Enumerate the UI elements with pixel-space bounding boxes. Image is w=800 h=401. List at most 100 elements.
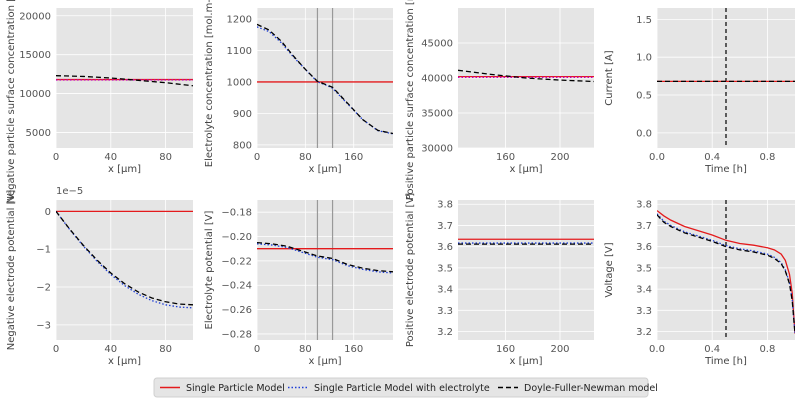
series-dfn (257, 23, 393, 135)
x-tick-label: 80 (299, 344, 312, 355)
plot-area (56, 200, 193, 340)
x-tick-label: 0 (254, 152, 260, 163)
y-tick-label: 30000 (421, 144, 453, 155)
legend-label: Single Particle Model with electrolyte (314, 383, 490, 394)
y-tick-label: 800 (233, 140, 252, 151)
y-tick-label: 3.6 (437, 242, 453, 253)
x-tick-label: 80 (159, 152, 172, 163)
y-tick-label: 0.0 (636, 128, 652, 139)
series-spme (56, 210, 193, 309)
y-axis-label: Electrolyte concentration [mol.m-3] (204, 0, 215, 167)
y-axis-label: Voltage [V] (604, 242, 615, 297)
x-tick-label: 80 (159, 344, 172, 355)
x-tick-label: 200 (550, 344, 569, 355)
y-tick-label: 3.3 (437, 306, 453, 317)
y-tick-label: 3.4 (636, 285, 652, 296)
y-tick-label: 5000 (26, 128, 51, 139)
x-tick-label: 0.0 (649, 344, 665, 355)
series-dfn (657, 214, 795, 334)
plot-marks (56, 75, 193, 87)
series-dfn (56, 210, 193, 306)
x-axis-label: Time [h] (704, 164, 747, 175)
y-tick-label: 3.2 (636, 327, 652, 338)
plot-marks (56, 210, 193, 309)
legend-box (153, 377, 649, 398)
y-tick-label: −0.18 (221, 208, 252, 219)
y-tick-label: 1000 (227, 77, 252, 88)
y-axis-label: Electrolyte potential [V] (204, 210, 215, 329)
x-axis-label: x [μm] (108, 356, 141, 367)
x-tick-label: 40 (104, 152, 117, 163)
x-tick-label: 200 (550, 152, 569, 163)
y-tick-label: 3.8 (636, 200, 652, 211)
y-tick-label: 3.3 (636, 306, 652, 317)
panel-current: 0.0 0.4 0.8 0.0 0.5 1.0 1.5 Time [h] Current [A] (604, 8, 795, 175)
y-tick-label: 45000 (421, 39, 453, 50)
y-tick-label: 10000 (19, 89, 51, 100)
y-tick-label: −0.20 (221, 232, 252, 243)
panel-neg-surface-conc: 0 40 80 5000 10000 15000 20000 x [μm] Negative p… (6, 0, 193, 203)
series-spme (657, 213, 795, 334)
y-tick-label: 3.5 (437, 263, 453, 274)
y-tick-label: 3.2 (437, 327, 453, 338)
y-axis-label: Negative particle surface concentration … (6, 0, 17, 203)
y-tick-label: 20000 (19, 11, 51, 22)
x-tick-label: 0.4 (704, 152, 720, 163)
y-tick-label: −2 (36, 283, 51, 294)
series-dfn (458, 69, 594, 83)
x-tick-label: 0 (53, 344, 59, 355)
x-tick-label: 40 (104, 344, 117, 355)
y-tick-label: −1 (36, 245, 51, 256)
plot-marks (257, 8, 393, 148)
y-axis-label: Positive electrode potential [V] (405, 193, 416, 347)
y-tick-label: 3.8 (437, 200, 453, 211)
x-tick-label: 80 (299, 152, 312, 163)
y-tick-label: −0.26 (221, 305, 252, 316)
x-axis-label: x [μm] (509, 356, 542, 367)
legend-label: Doyle-Fuller-Newman model (524, 383, 658, 394)
y-tick-label: −3 (36, 320, 51, 331)
y-tick-label: 3.7 (437, 221, 453, 232)
plot-area (257, 200, 393, 340)
plot-marks (657, 200, 795, 340)
legend: Single Particle Model Single Particle Mod… (153, 377, 658, 398)
x-axis-label: x [μm] (308, 164, 341, 175)
y-tick-label: −0.24 (221, 281, 252, 292)
x-axis-label: Time [h] (704, 356, 747, 367)
plot-marks (458, 238, 594, 245)
legend-item-dfn: Doyle-Fuller-Newman model (498, 383, 658, 394)
legend-item-spme: Single Particle Model with electrolyte (288, 383, 490, 394)
legend-item-spm: Single Particle Model (160, 383, 285, 394)
panel-electrolyte-potential: 0 80 160 −0.18 −0.20 −0.22 −0.24 −0.26 −0.28 x [μ… (204, 200, 393, 367)
x-axis-label: x [μm] (509, 164, 542, 175)
y-axis-label: Current [A] (604, 50, 615, 105)
y-tick-label: 3.7 (636, 221, 652, 232)
x-tick-label: 160 (344, 344, 363, 355)
panel-voltage: 0.0 0.4 0.8 3.2 3.3 3.4 3.5 3.6 3.7 3.8 Time [h] Vo… (604, 200, 795, 367)
x-tick-label: 160 (344, 152, 363, 163)
x-tick-label: 0 (53, 152, 59, 163)
y-axis-label: Negative electrode potential [V] (6, 190, 17, 351)
y-tick-label: 1200 (227, 15, 252, 26)
y-tick-label: 1.5 (636, 15, 652, 26)
x-axis-label: x [μm] (108, 164, 141, 175)
x-tick-label: 0.0 (649, 152, 665, 163)
series-dfn (56, 75, 193, 87)
legend-label: Single Particle Model (186, 383, 285, 394)
plot-area (56, 8, 193, 148)
offset-text: 1e−5 (56, 186, 83, 197)
plot-area (458, 200, 594, 340)
y-tick-label: 1100 (227, 46, 252, 57)
x-tick-label: 160 (496, 152, 515, 163)
y-tick-label: 1.0 (636, 53, 652, 64)
y-tick-label: 35000 (421, 109, 453, 120)
y-tick-label: 40000 (421, 74, 453, 85)
x-axis-label: x [μm] (308, 356, 341, 367)
x-tick-label: 0.8 (759, 152, 775, 163)
x-tick-label: 0 (254, 344, 260, 355)
y-tick-label: 3.4 (437, 285, 453, 296)
y-tick-label: 15000 (19, 50, 51, 61)
y-tick-label: 0 (45, 207, 51, 218)
x-tick-label: 160 (496, 344, 515, 355)
y-tick-label: 3.6 (636, 242, 652, 253)
